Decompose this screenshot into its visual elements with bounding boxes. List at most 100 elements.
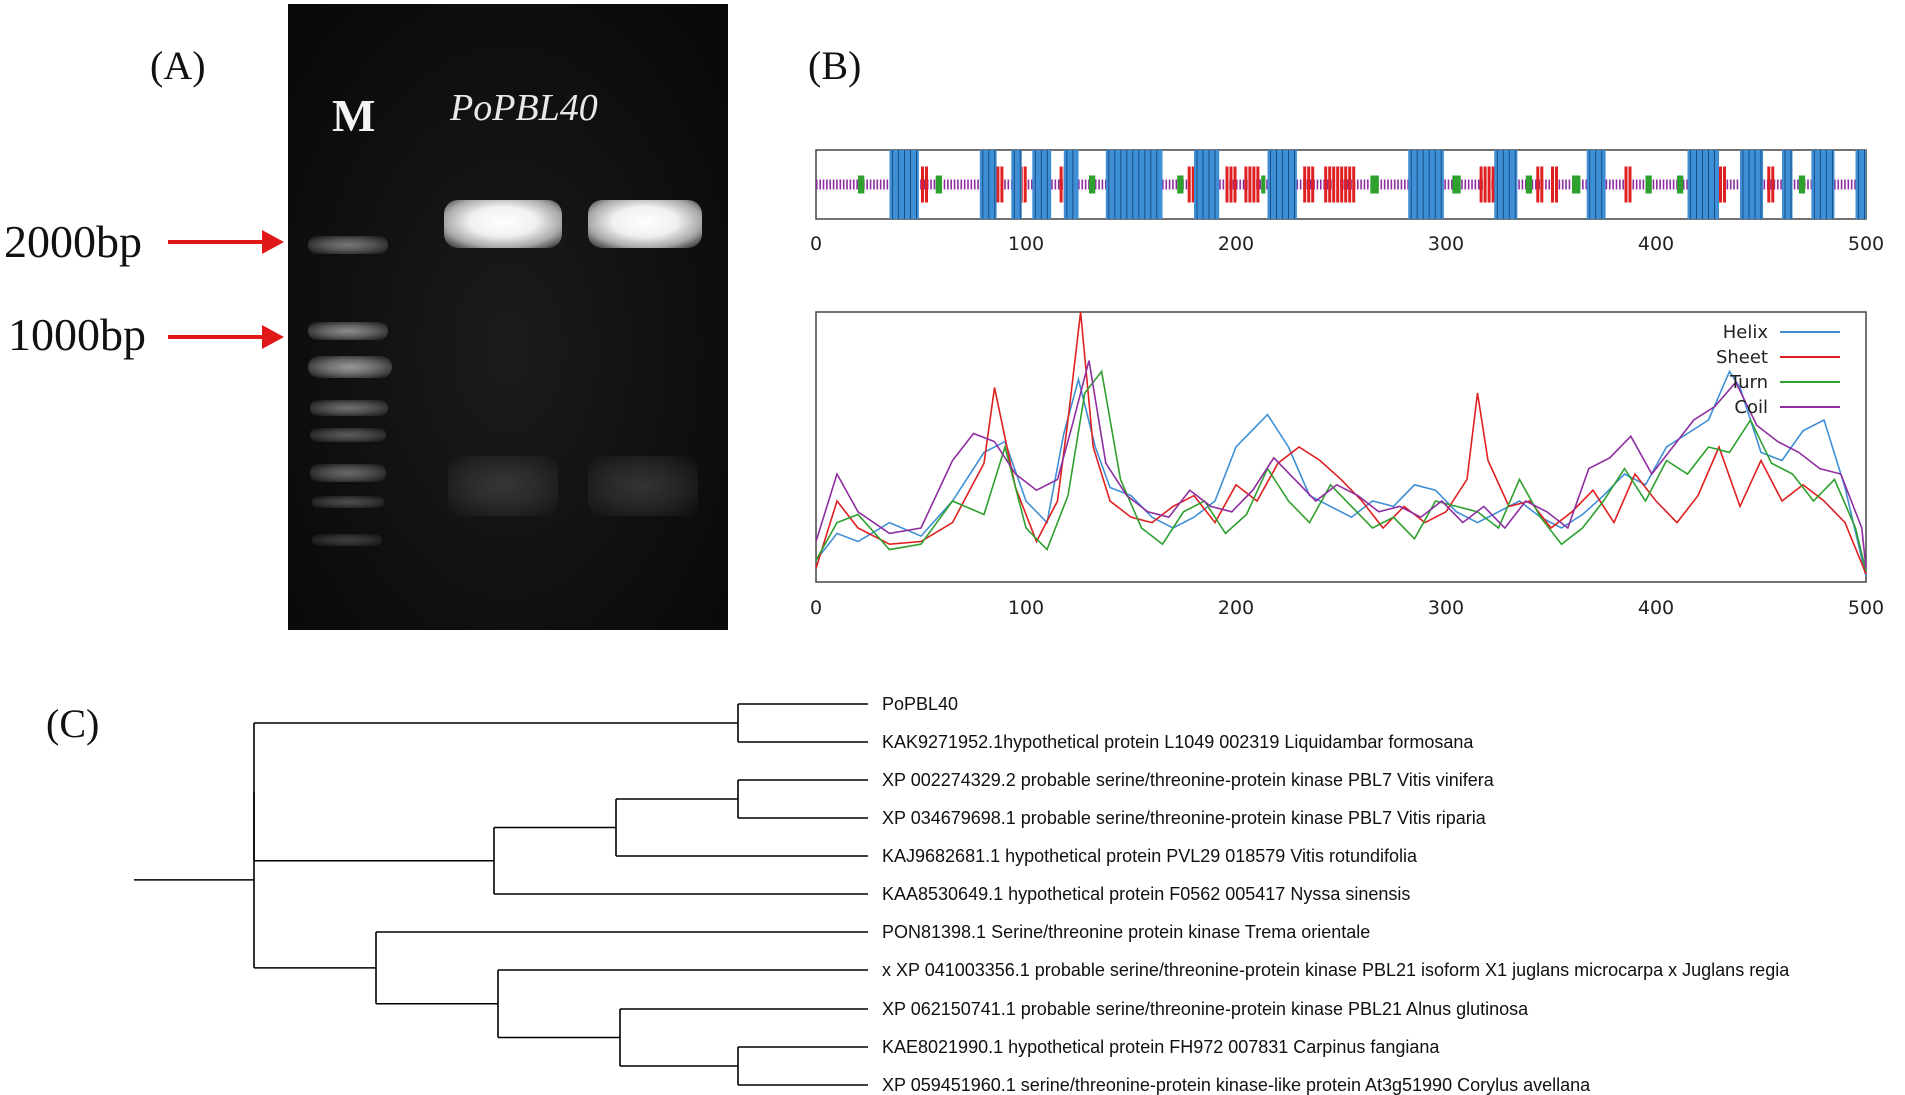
tree-leaf-label: KAK9271952.1hypothetical protein L1049 0… <box>882 732 1474 752</box>
coil-mark <box>1219 179 1221 190</box>
sheet-mark <box>1336 166 1340 203</box>
coil-mark <box>1682 179 1685 190</box>
sheet-mark <box>1187 166 1191 203</box>
sheet-mark <box>1328 166 1332 203</box>
strip-tick-label: 200 <box>1218 233 1254 255</box>
coil-mark <box>930 179 932 190</box>
turn-segment <box>1089 175 1096 194</box>
sheet-mark <box>1191 166 1195 203</box>
coil-mark <box>1266 179 1268 190</box>
coil-mark <box>1346 179 1349 190</box>
turn-segment <box>1572 175 1581 194</box>
coil-mark <box>1451 179 1453 190</box>
ladder-band <box>308 236 388 254</box>
sheet-mark <box>925 166 928 203</box>
coil-mark <box>1222 179 1225 190</box>
gel-sample-label: PoPBL40 <box>450 87 598 129</box>
coil-mark <box>829 179 832 190</box>
turn-segment <box>1525 175 1533 194</box>
turn-segment <box>1177 175 1184 194</box>
marker-arrow-1000 <box>168 325 284 349</box>
sheet-mark <box>1229 166 1233 203</box>
coil-mark <box>1081 179 1084 190</box>
coil-mark <box>1582 179 1584 190</box>
sheet-mark <box>1719 166 1722 203</box>
sheet-mark <box>1324 166 1328 203</box>
coil-mark <box>1309 179 1312 190</box>
coil-mark <box>1807 179 1809 190</box>
line-tick-label: 400 <box>1638 597 1674 619</box>
coil-mark <box>1168 179 1171 190</box>
coil-mark <box>947 179 949 190</box>
series-line-helix <box>815 369 1867 577</box>
helix-segment <box>1740 150 1764 219</box>
sheet-mark <box>1225 166 1229 203</box>
sheet-mark <box>1307 166 1311 203</box>
coil-mark <box>879 179 882 190</box>
coil-mark <box>1726 179 1729 190</box>
sheet-mark <box>1000 166 1004 203</box>
coil-mark <box>1605 179 1608 190</box>
coil-mark <box>849 179 852 190</box>
coil-mark <box>1619 179 1621 190</box>
coil-mark <box>1367 179 1369 190</box>
helix-segment <box>1687 150 1719 219</box>
turn-segment <box>1370 175 1379 194</box>
structure-probability-plot: 0 100 200 300 400 500 Helix Sheet Turn Coil <box>810 311 1884 619</box>
coil-mark <box>1659 179 1661 190</box>
coil-mark <box>1652 179 1655 190</box>
helix-segment <box>979 150 997 219</box>
coil-mark <box>1299 179 1302 190</box>
strip-tick-label: 400 <box>1638 233 1674 255</box>
coil-mark <box>1568 179 1571 190</box>
coil-mark <box>1296 179 1299 190</box>
coil-mark <box>1031 179 1033 190</box>
tree-leaf-label: XP 002274329.2 probable serine/threonine… <box>882 770 1495 790</box>
legend-label-helix: Helix <box>1723 322 1769 343</box>
coil-mark <box>1776 179 1779 190</box>
tree-leaf-label: PoPBL40 <box>882 694 958 714</box>
sheet-mark <box>1303 166 1307 203</box>
coil-mark <box>963 179 966 190</box>
sheet-mark <box>1487 166 1491 203</box>
sheet-mark <box>1551 166 1554 203</box>
coil-mark <box>886 179 889 190</box>
tree-leaf-label: KAJ9682681.1 hypothetical protein PVL29 … <box>882 846 1418 866</box>
coil-mark <box>876 179 879 190</box>
helix-segment <box>1811 150 1835 219</box>
panel-label-b: (B) <box>808 43 862 88</box>
coil-mark <box>1524 179 1527 190</box>
coil-mark <box>1467 179 1470 190</box>
sheet-mark <box>1536 166 1540 203</box>
coil-mark <box>1672 179 1675 190</box>
coil-mark <box>1793 179 1796 190</box>
sheet-mark <box>1023 166 1027 203</box>
sample-band-1 <box>444 200 562 248</box>
coil-mark <box>1363 179 1366 190</box>
coil-mark <box>1545 179 1547 190</box>
strip-tick-label: 300 <box>1428 233 1464 255</box>
coil-mark <box>1847 179 1850 190</box>
coil-mark <box>866 179 868 190</box>
strip-tick-label: 0 <box>810 233 822 255</box>
sheet-mark <box>1491 166 1495 203</box>
coil-mark <box>1773 179 1776 190</box>
sheet-mark <box>1723 166 1726 203</box>
coil-mark <box>1642 179 1645 190</box>
coil-mark <box>1078 179 1080 190</box>
sheet-mark <box>1624 166 1628 203</box>
coil-mark <box>839 179 842 190</box>
sheet-mark <box>1479 166 1483 203</box>
coil-mark <box>816 179 818 190</box>
coil-mark <box>1608 179 1611 190</box>
coil-mark <box>1770 179 1772 190</box>
sheet-mark <box>921 166 924 203</box>
coil-mark <box>1844 179 1846 190</box>
coil-mark <box>1471 179 1473 190</box>
coil-mark <box>1390 179 1393 190</box>
coil-mark <box>1007 179 1010 190</box>
coil-mark <box>1356 179 1359 190</box>
marker-label-2000: 2000bp <box>4 216 142 267</box>
coil-mark <box>1561 179 1564 190</box>
coil-mark <box>1236 179 1238 190</box>
